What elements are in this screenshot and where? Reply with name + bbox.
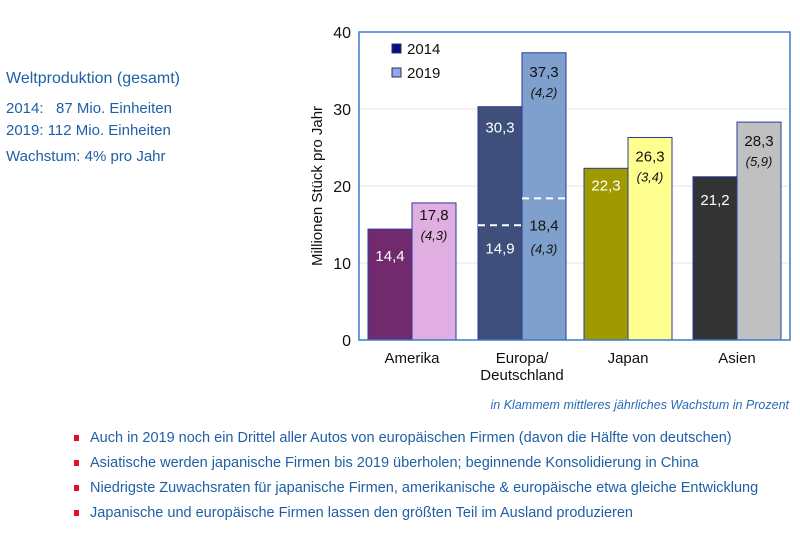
bullet-icon [74,435,79,441]
annotation: in Klammem mittleres jährliches Wachstum… [491,398,790,412]
data-label: 21,2 [700,192,729,209]
bar-2014 [367,228,413,341]
bar-2019 [521,52,567,341]
bar-2014 [692,176,738,341]
bar-2014 [583,167,629,341]
subsegment-label: 18,4 [529,217,558,234]
x-tick-label: Deutschland [480,367,563,384]
data-label: 28,3 [744,133,773,150]
bullet-icon [74,510,79,516]
growth-label: (3,4) [637,169,664,184]
x-tick-label: Europa/ [496,350,549,367]
y-tick-label: 40 [333,25,351,42]
y-tick-label: 0 [342,333,351,350]
bullet-text: Auch in 2019 noch ein Drittel aller Auto… [90,430,732,446]
legend-label: 2019 [407,65,440,82]
bullet-text: Asiatische werden japanische Firmen bis … [90,455,699,471]
bar-chart: 0 10 20 30 40 Millionen Stück pro Jahr 14,4 17,… [309,25,791,412]
left-title: Weltproduktion (gesamt) [6,70,180,87]
bullet-text: Japanische und europäische Firmen lassen… [90,505,633,521]
growth-label: (5,9) [746,154,773,169]
subsegment-label: 14,9 [485,240,514,257]
bullet-icon [74,485,79,491]
x-tick-label: Amerika [384,350,440,367]
y-axis-label: Millionen Stück pro Jahr [309,106,326,266]
data-label: 26,3 [635,148,664,165]
bar-2019 [627,136,673,341]
x-tick-label: Asien [718,350,756,367]
growth-label: (4,3) [531,241,558,256]
data-label: 14,4 [375,248,404,265]
data-label: 37,3 [529,64,558,81]
data-label: 22,3 [591,177,620,194]
legend-swatch-2014 [391,43,402,54]
data-label: 17,8 [419,207,448,224]
bar-2019 [736,121,782,341]
bar-2019 [411,202,457,341]
legend-label: 2014 [407,41,440,58]
bullet-item: Niedrigste Zuwachsraten für japanische F… [74,480,758,505]
left-growth: Wachstum: 4% pro Jahr [6,148,166,165]
growth-label: (4,2) [531,85,558,100]
y-tick-label: 30 [333,102,351,119]
growth-label: (4,3) [421,228,448,243]
plot-frame [358,31,791,341]
bullet-list: Auch in 2019 noch ein Drittel aller Auto… [74,430,758,530]
data-label: 30,3 [485,120,514,137]
bullet-item: Auch in 2019 noch ein Drittel aller Auto… [74,430,758,455]
legend-swatch-2019 [391,67,402,78]
y-tick-label: 10 [333,256,351,273]
bullet-text: Niedrigste Zuwachsraten für japanische F… [90,480,759,496]
bullet-icon [74,460,79,466]
left-2019: 2019: 112 Mio. Einheiten [6,122,171,139]
bullet-item: Japanische und europäische Firmen lassen… [74,505,758,530]
bar-2014 [477,106,523,341]
left-2014: 2014: 87 Mio. Einheiten [6,100,172,117]
x-tick-label: Japan [608,350,649,367]
bullet-item: Asiatische werden japanische Firmen bis … [74,455,758,480]
y-tick-label: 20 [333,179,351,196]
